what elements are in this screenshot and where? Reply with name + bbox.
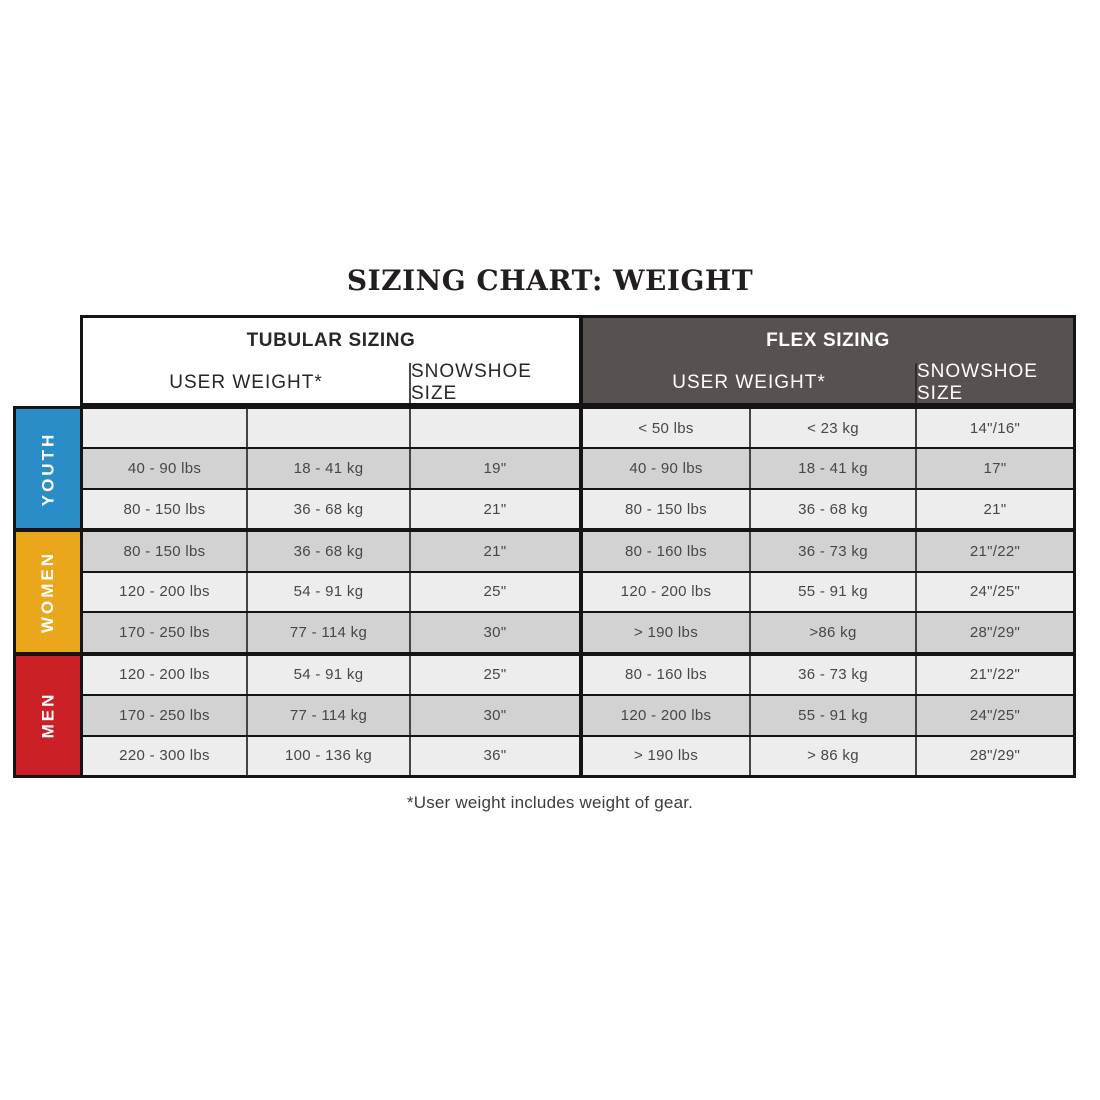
table-row: 170 - 250 lbs 77 - 114 kg 30" > 190 lbs >86 … <box>83 613 1073 652</box>
table-cell: 220 - 300 lbs <box>119 747 210 765</box>
table-cell: 120 - 200 lbs <box>620 583 712 601</box>
table-cell: 54 - 91 kg <box>246 655 409 695</box>
section-divider <box>579 736 583 775</box>
sizing-table: TUBULAR SIZING USER WEIGHT* SNOWSHOE SIZ… <box>13 315 1076 778</box>
table-row: 40 - 90 lbs 18 - 41 kg 19" 40 - 90 lbs 18 - … <box>83 449 1073 488</box>
table-cell <box>409 409 579 448</box>
section-divider <box>579 449 583 488</box>
table-cell: 36" <box>409 736 579 775</box>
table-cell: 21" <box>409 489 579 529</box>
group-rows: 80 - 150 lbs 36 - 68 kg 21" 80 - 160 lbs 36 … <box>83 532 1073 652</box>
section-divider <box>579 572 583 612</box>
table-cell: > 190 lbs <box>634 747 698 765</box>
table-cell: 100 - 136 kg <box>246 736 409 775</box>
table-cell: < 50 lbs <box>638 419 694 437</box>
section-divider <box>579 532 583 571</box>
table-row: 220 - 300 lbs 100 - 136 kg 36" > 190 lbs > 8… <box>83 736 1073 775</box>
section-divider <box>579 613 583 652</box>
table-cell: 40 - 90 lbs <box>629 460 703 478</box>
table-cell: 36 - 73 kg <box>749 532 915 571</box>
table-cell: 80 - 150 lbs <box>123 500 206 518</box>
table-cell: 36 - 68 kg <box>749 489 915 529</box>
table-row: < 50 lbs < 23 kg 14"/16" <box>83 409 1073 448</box>
table-cell: > 190 lbs <box>634 623 698 641</box>
table-cell: 55 - 91 kg <box>749 572 915 612</box>
table-cell: 14"/16" <box>915 409 1073 448</box>
row-group-men: MEN 120 - 200 lbs 54 - 91 kg 25" 80 - 160 lb… <box>16 655 1073 775</box>
table-cell: 25" <box>409 655 579 695</box>
table-cell: 120 - 200 lbs <box>119 666 210 684</box>
table-cell: 80 - 160 lbs <box>625 666 707 684</box>
table-row: 170 - 250 lbs 77 - 114 kg 30" 120 - 200 lbs… <box>83 696 1073 735</box>
table-cell: 36 - 68 kg <box>246 489 409 529</box>
table-body: YOUTH < 50 lbs < 23 kg 14"/16" 40 - 90 lbs 18… <box>13 406 1076 778</box>
table-cell: 120 - 200 lbs <box>620 706 712 724</box>
page-title: SIZING CHART: WEIGHT <box>346 264 754 297</box>
table-cell: 28"/29" <box>915 613 1073 652</box>
tubular-snowshoe-size-header: SNOWSHOE SIZE <box>409 361 579 404</box>
table-cell: 77 - 114 kg <box>246 696 409 735</box>
table-cell: 80 - 150 lbs <box>625 500 707 518</box>
table-cell: 21" <box>915 489 1073 529</box>
section-divider <box>579 409 583 448</box>
table-header: TUBULAR SIZING USER WEIGHT* SNOWSHOE SIZ… <box>80 315 1076 406</box>
table-cell: 21"/22" <box>915 532 1073 571</box>
table-row: 120 - 200 lbs 54 - 91 kg 25" 120 - 200 lbs 5… <box>83 572 1073 612</box>
table-row: 120 - 200 lbs 54 - 91 kg 25" 80 - 160 lbs 36… <box>83 655 1073 695</box>
flex-user-weight-header: USER WEIGHT* <box>583 363 915 403</box>
table-cell: > 86 kg <box>749 736 915 775</box>
table-cell: 40 - 90 lbs <box>127 460 202 478</box>
table-cell: 18 - 41 kg <box>749 449 915 488</box>
table-cell: 80 - 160 lbs <box>625 543 707 561</box>
table-cell: 120 - 200 lbs <box>119 583 210 601</box>
table-cell: < 23 kg <box>749 409 915 448</box>
table-cell: 24"/25" <box>915 572 1073 612</box>
table-cell <box>83 409 246 447</box>
table-cell <box>246 409 409 448</box>
table-cell: 28"/29" <box>915 736 1073 775</box>
tubular-user-weight-header: USER WEIGHT* <box>169 372 323 393</box>
group-band-youth: YOUTH <box>16 409 80 529</box>
table-cell: 21"/22" <box>915 655 1073 695</box>
group-label: MEN <box>38 691 57 739</box>
table-cell: 36 - 68 kg <box>246 532 409 571</box>
table-cell: 30" <box>409 613 579 652</box>
table-cell: 55 - 91 kg <box>749 696 915 735</box>
table-cell: 170 - 250 lbs <box>119 706 210 724</box>
table-cell: 21" <box>409 532 579 571</box>
table-row: 80 - 150 lbs 36 - 68 kg 21" 80 - 150 lbs 36 … <box>83 489 1073 529</box>
table-cell: 36 - 73 kg <box>749 655 915 695</box>
section-divider <box>579 655 583 695</box>
row-group-women: WOMEN 80 - 150 lbs 36 - 68 kg 21" 80 - 160 l… <box>16 532 1073 652</box>
flex-snowshoe-size-header: SNOWSHOE SIZE <box>915 361 1073 404</box>
table-cell: 18 - 41 kg <box>246 449 409 488</box>
table-cell: 54 - 91 kg <box>246 572 409 612</box>
group-rows: 120 - 200 lbs 54 - 91 kg 25" 80 - 160 lbs 36… <box>83 655 1073 775</box>
section-divider <box>579 489 583 529</box>
group-rows: < 50 lbs < 23 kg 14"/16" 40 - 90 lbs 18 - 41… <box>83 409 1073 529</box>
group-band-men: MEN <box>16 655 80 775</box>
footnote: *User weight includes weight of gear. <box>406 793 694 812</box>
section-divider <box>579 696 583 735</box>
group-label: WOMEN <box>38 550 58 634</box>
section-divider <box>579 318 583 403</box>
table-cell: 77 - 114 kg <box>246 613 409 652</box>
group-band-women: WOMEN <box>16 532 80 652</box>
table-cell: 80 - 150 lbs <box>123 543 206 561</box>
table-cell: 25" <box>409 572 579 612</box>
table-cell: 30" <box>409 696 579 735</box>
flex-sizing-header: FLEX SIZING <box>583 318 1073 363</box>
tubular-sizing-header: TUBULAR SIZING <box>246 329 416 351</box>
table-row: 80 - 150 lbs 36 - 68 kg 21" 80 - 160 lbs 36 … <box>83 532 1073 571</box>
group-label: YOUTH <box>38 431 57 506</box>
table-cell: >86 kg <box>749 613 915 652</box>
table-cell: 24"/25" <box>915 696 1073 735</box>
table-cell: 170 - 250 lbs <box>119 623 210 641</box>
table-cell: 19" <box>409 449 579 488</box>
table-cell: 17" <box>915 449 1073 488</box>
row-group-youth: YOUTH < 50 lbs < 23 kg 14"/16" 40 - 90 lbs 18… <box>16 409 1073 529</box>
